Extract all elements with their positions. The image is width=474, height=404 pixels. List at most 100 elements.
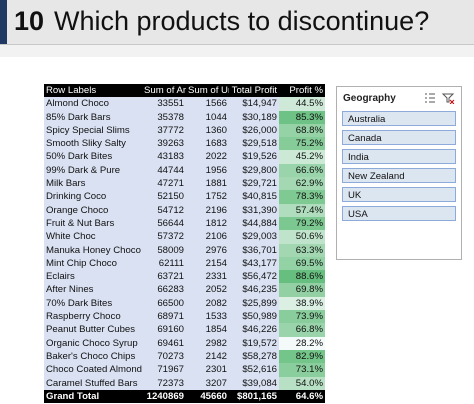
cell: 73.1% [279, 363, 325, 377]
cell: 70% Dark Bites [46, 297, 113, 309]
cell: 2976 [205, 244, 227, 256]
cell: 2022 [205, 151, 227, 163]
slicer-item[interactable]: UK [342, 187, 456, 202]
pivot-table: Row Labels Sum of Ar Sum of Ur Total Profit… [44, 84, 325, 404]
cell: $19,526 [242, 151, 277, 163]
slicer-item[interactable]: New Zealand [342, 168, 456, 183]
accent-bar [0, 0, 7, 44]
table-row: Raspberry Choco 68971 1533 $50,989 73.9% [44, 310, 325, 324]
slicer-item[interactable]: Canada [342, 130, 456, 145]
cell: 1566 [205, 98, 227, 110]
cell: $14,947 [242, 98, 277, 110]
slicer-item[interactable]: India [342, 149, 456, 164]
cell: Baker's Choco Chips [46, 350, 136, 362]
title-banner: 10 Which products to discontinue? [0, 0, 474, 44]
cell: 1360 [205, 124, 227, 136]
cell: 68971 [157, 311, 184, 323]
cell: Choco Coated Almonds [46, 364, 142, 376]
total-cell: 64.6% [295, 390, 323, 402]
cell: 56644 [157, 217, 184, 229]
column-header: Total Profit [231, 85, 277, 96]
cell: 1854 [205, 324, 227, 336]
cell: 2301 [205, 364, 227, 376]
cell: $19,572 [242, 337, 277, 349]
cell: Eclairs [46, 271, 75, 283]
cell: $29,518 [242, 138, 277, 150]
cell: 69.5% [279, 256, 325, 271]
cell: 99% Dark & Pure [46, 164, 121, 176]
column-header[interactable]: Row Labels [46, 85, 97, 96]
table-row: Drinking Coco 52150 1752 $40,815 78.3% [44, 190, 325, 204]
cell: 44.5% [279, 97, 325, 111]
table-row: Eclairs 63721 2331 $56,472 88.6% [44, 270, 325, 284]
column-header: Sum of Ar [144, 85, 186, 96]
cell: 66.8% [279, 323, 325, 337]
table-row: After Nines 66283 2052 $46,235 69.8% [44, 283, 325, 297]
table-row: Orange Choco 54712 2196 $31,390 57.4% [44, 203, 325, 217]
cell: 44744 [157, 164, 184, 176]
cell: Organic Choco Syrup [46, 337, 138, 349]
cell: 63.3% [279, 243, 325, 257]
slicer-item[interactable]: USA [342, 206, 456, 221]
table-row: Peanut Butter Cubes 69160 1854 $46,226 66.8% [44, 323, 325, 337]
column-header: Sum of Ur [188, 85, 229, 96]
cell: 62.9% [279, 177, 325, 191]
cell: 39263 [157, 138, 184, 150]
cell: 69160 [157, 324, 184, 336]
cell: 47271 [157, 178, 184, 190]
cell: $31,390 [242, 204, 277, 216]
cell: After Nines [46, 284, 94, 296]
cell: $43,177 [242, 257, 277, 269]
divider [0, 44, 474, 57]
table-row: Almond Choco 33551 1566 $14,947 44.5% [44, 97, 325, 111]
slicer-item[interactable]: Australia [342, 111, 456, 126]
cell: 2082 [205, 297, 227, 309]
cell: 37772 [157, 124, 184, 136]
cell: 57.4% [279, 203, 325, 217]
cell: 50% Dark Bites [46, 151, 113, 163]
cell: Manuka Honey Choco [46, 244, 141, 256]
cell: 54.0% [279, 376, 325, 390]
cell: 50.6% [279, 230, 325, 244]
cell: 66.6% [279, 163, 325, 178]
cell: 57372 [157, 231, 184, 243]
table-row: Milk Bars 47271 1881 $29,721 62.9% [44, 177, 325, 191]
table-row: White Choc 57372 2106 $29,003 50.6% [44, 230, 325, 244]
slicer-title: Geography [343, 93, 396, 104]
table-row: Baker's Choco Chips 70273 2142 $58,278 82.9% [44, 349, 325, 364]
cell: $52,616 [242, 364, 277, 376]
cell: 33551 [157, 98, 184, 110]
table-row: Fruit & Nut Bars 56644 1812 $44,884 79.2% [44, 216, 325, 231]
cell: 2052 [205, 284, 227, 296]
total-cell: Grand Total [46, 390, 100, 402]
cell: $25,899 [242, 297, 277, 309]
cell: Smooth Sliky Salty [46, 138, 126, 150]
total-cell: $801,165 [236, 390, 277, 402]
table-row: Choco Coated Almonds 71967 2301 $52,616 73.1… [44, 363, 325, 377]
table-row: Spicy Special Slims 37772 1360 $26,000 68.8% [44, 123, 325, 138]
cell: 1533 [205, 311, 227, 323]
cell: 2154 [205, 257, 227, 269]
cell: 72373 [157, 377, 184, 389]
cell: Drinking Coco [46, 191, 107, 203]
cell: Milk Bars [46, 178, 86, 190]
cell: 79.2% [279, 216, 325, 231]
title-number: 10 [14, 6, 45, 36]
table-row: 85% Dark Bars 35378 1044 $30,189 85.3% [44, 110, 325, 124]
cell: Mint Chip Choco [46, 257, 117, 269]
cell: $44,884 [242, 217, 277, 229]
cell: 1812 [205, 217, 227, 229]
cell: Orange Choco [46, 204, 109, 216]
header-row: Row Labels Sum of Ar Sum of Ur Total Profit… [44, 84, 325, 98]
table-row: Caramel Stuffed Bars 72373 3207 $39,084 54.0… [44, 376, 325, 390]
cell: 69.8% [279, 283, 325, 297]
cell: 1956 [205, 164, 227, 176]
cell: $29,800 [242, 164, 277, 176]
cell: Spicy Special Slims [46, 124, 130, 136]
cell: $39,084 [242, 377, 277, 389]
cell: 2142 [205, 350, 227, 362]
column-header: Profit % [289, 85, 323, 96]
table-row: Manuka Honey Choco 58009 2976 $36,701 63.3% [44, 243, 325, 257]
cell: 71967 [157, 364, 184, 376]
cell: $29,003 [242, 231, 277, 243]
